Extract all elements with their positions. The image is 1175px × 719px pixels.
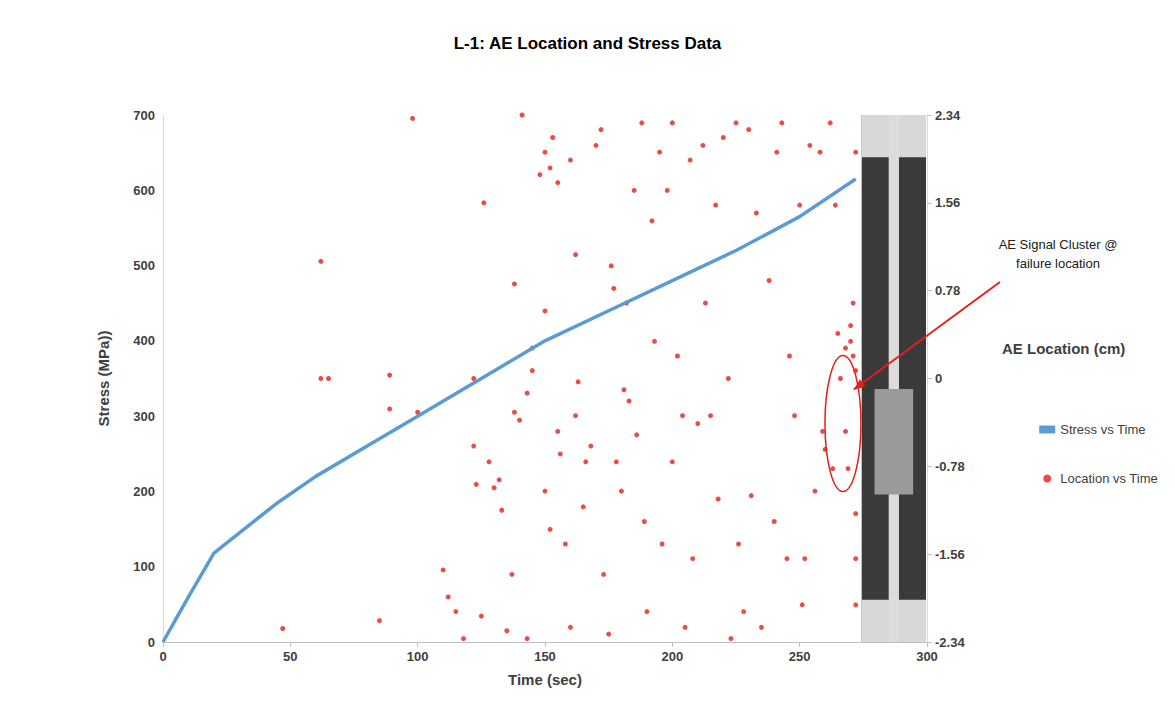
svg-text:150: 150 [534, 649, 556, 664]
svg-text:1.56: 1.56 [935, 195, 960, 210]
svg-text:-2.34: -2.34 [935, 635, 965, 650]
svg-text:0: 0 [159, 649, 166, 664]
svg-text:-0.78: -0.78 [935, 459, 965, 474]
svg-text:0: 0 [148, 635, 155, 650]
svg-text:Time (sec): Time (sec) [508, 671, 582, 688]
svg-text:Stress (MPa)): Stress (MPa)) [95, 331, 112, 427]
svg-text:100: 100 [407, 649, 429, 664]
svg-text:AE Location (cm): AE Location (cm) [1002, 340, 1125, 357]
svg-text:50: 50 [283, 649, 297, 664]
svg-text:2.34: 2.34 [935, 108, 961, 123]
svg-text:300: 300 [133, 409, 155, 424]
svg-text:400: 400 [133, 333, 155, 348]
svg-text:600: 600 [133, 183, 155, 198]
svg-text:700: 700 [133, 108, 155, 123]
svg-text:200: 200 [133, 484, 155, 499]
svg-text:Stress vs Time: Stress vs Time [1060, 422, 1145, 437]
svg-text:failure location: failure location [1016, 256, 1100, 271]
svg-text:0.78: 0.78 [935, 283, 960, 298]
svg-text:200: 200 [661, 649, 683, 664]
svg-text:300: 300 [916, 649, 938, 664]
svg-text:500: 500 [133, 258, 155, 273]
svg-text:-1.56: -1.56 [935, 547, 965, 562]
svg-text:250: 250 [789, 649, 811, 664]
svg-text:L-1: AE Location and Stress Da: L-1: AE Location and Stress Data [454, 34, 722, 53]
svg-text:100: 100 [133, 559, 155, 574]
svg-text:AE Signal Cluster @: AE Signal Cluster @ [999, 237, 1118, 252]
svg-text:0: 0 [935, 371, 942, 386]
svg-text:Location vs Time: Location vs Time [1060, 471, 1158, 486]
